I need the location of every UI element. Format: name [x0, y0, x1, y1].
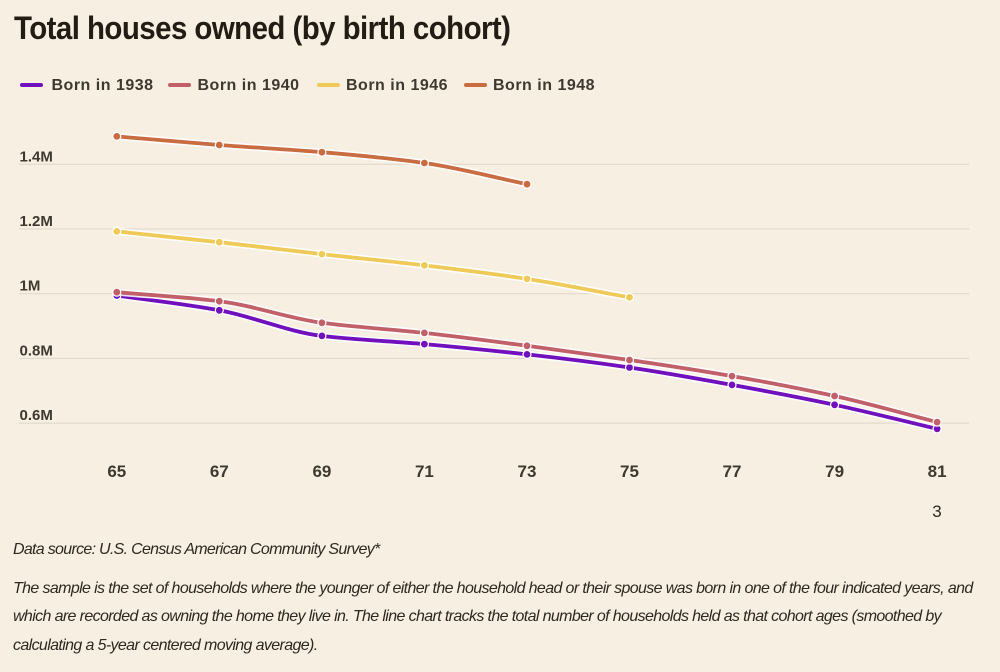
svg-text:81: 81: [928, 462, 947, 481]
svg-text:69: 69: [312, 462, 331, 481]
svg-text:67: 67: [210, 462, 229, 481]
svg-text:77: 77: [723, 462, 742, 481]
svg-text:1.4M: 1.4M: [20, 148, 53, 165]
svg-text:73: 73: [518, 462, 537, 481]
svg-text:0.6M: 0.6M: [20, 407, 53, 424]
svg-text:0.8M: 0.8M: [20, 342, 53, 359]
svg-text:1.2M: 1.2M: [20, 213, 53, 230]
svg-text:1M: 1M: [20, 278, 41, 295]
svg-text:75: 75: [620, 462, 639, 481]
svg-text:65: 65: [107, 462, 126, 481]
svg-text:79: 79: [825, 462, 844, 481]
svg-text:71: 71: [415, 462, 434, 481]
